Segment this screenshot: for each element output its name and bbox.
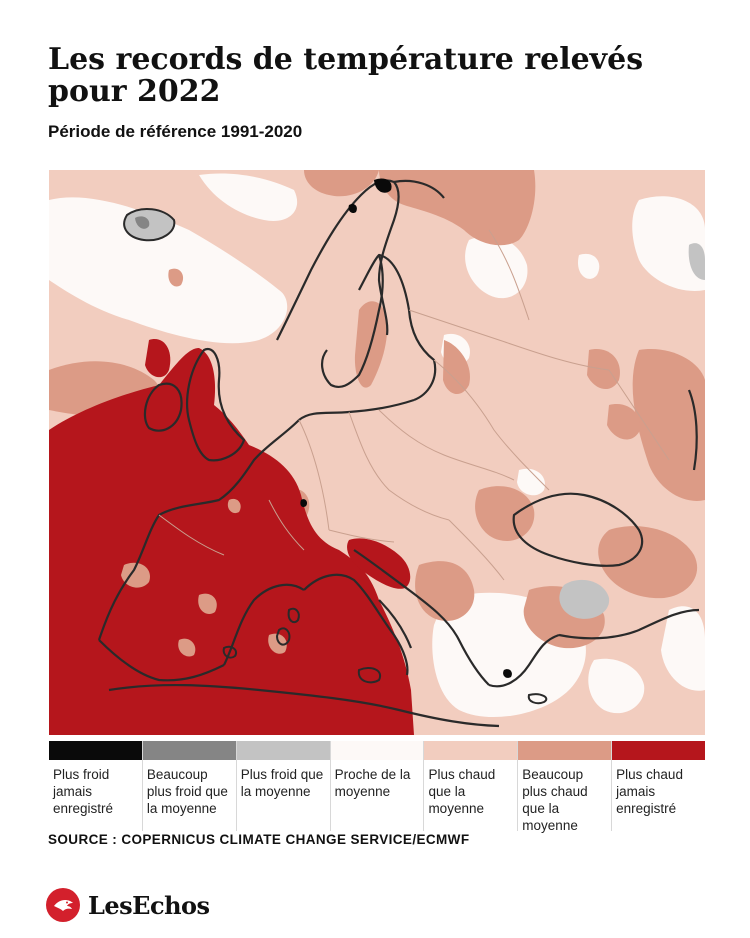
source-credit: SOURCE : COPERNICUS CLIMATE CHANGE SERVI… — [48, 832, 470, 847]
record-cold-spots — [300, 178, 512, 678]
coastlines — [97, 179, 700, 728]
legend-item-much-warmer: Beaucoup plus chaud que la moyenne — [518, 741, 613, 833]
legend-swatch-record-cold — [49, 741, 142, 760]
legend-swatch-much-warmer — [518, 741, 612, 760]
legend-label-much-warmer: Beaucoup plus chaud que la moyenne — [522, 767, 588, 833]
legend-swatch-near-average — [330, 741, 424, 760]
legend-label-colder: Plus froid que la moyenne — [240, 767, 324, 799]
les-echos-logo[interactable]: LesEchos — [46, 888, 210, 922]
legend-item-near-average: Proche de la moyenne — [330, 741, 425, 831]
legend-swatch-record-warm — [612, 741, 706, 760]
legend-label-near-average: Proche de la moyenne — [334, 767, 411, 799]
legend-swatch-warmer — [424, 741, 518, 760]
les-echos-eagle-icon — [46, 888, 80, 922]
legend-label-record-warm: Plus chaud jamais enregistré — [616, 767, 683, 816]
legend-item-warmer: Plus chaud que la moyenne — [424, 741, 519, 831]
legend-item-much-colder: Beaucoup plus froid que la moyenne — [142, 741, 237, 831]
legend: Plus froid jamais enregistré Beaucoup pl… — [49, 741, 706, 833]
legend-item-colder: Plus froid que la moyenne — [236, 741, 331, 831]
logo-wordmark: LesEchos — [88, 890, 210, 920]
legend-item-record-warm: Plus chaud jamais enregistré — [612, 741, 706, 831]
europe-map-svg — [49, 170, 705, 735]
legend-item-record-cold: Plus froid jamais enregistré — [49, 741, 143, 831]
temperature-record-map — [49, 170, 705, 735]
legend-label-warmer: Plus chaud que la moyenne — [428, 767, 496, 816]
chart-subtitle: Période de référence 1991-2020 — [48, 122, 303, 141]
much-warmer-zones — [49, 170, 705, 649]
national-borders — [158, 229, 670, 581]
legend-label-much-colder: Beaucoup plus froid que la moyenne — [146, 767, 228, 816]
colder-than-average-zones — [124, 208, 705, 619]
warm-pockets-in-record-zone — [121, 498, 287, 657]
legend-swatch-much-colder — [142, 741, 236, 760]
chart-title: Les records de température relevés pour … — [48, 42, 644, 109]
legend-label-record-cold: Plus froid jamais enregistré — [53, 767, 114, 816]
legend-swatch-colder — [236, 741, 330, 760]
record-warm-zones — [49, 339, 414, 735]
eagle-glyph — [54, 900, 73, 911]
islands — [123, 208, 548, 705]
much-colder-zones — [135, 216, 150, 229]
